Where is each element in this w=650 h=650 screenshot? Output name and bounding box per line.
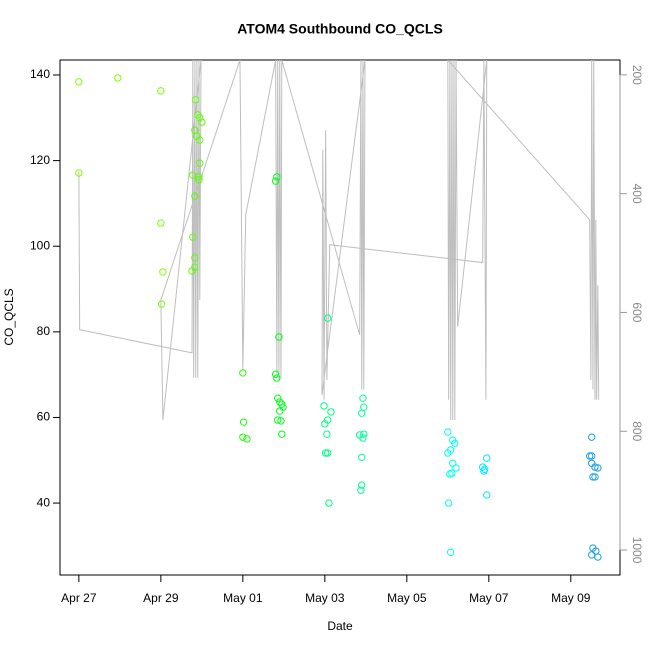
data-point — [324, 449, 332, 457]
data-point — [276, 407, 284, 415]
y-tick-label: 100 — [30, 238, 50, 252]
data-point — [478, 463, 487, 471]
data-point — [271, 177, 280, 185]
data-point — [196, 114, 204, 122]
data-point — [195, 173, 203, 181]
data-point — [195, 176, 203, 184]
data-point — [588, 551, 596, 559]
data-point — [191, 192, 199, 200]
data-point — [594, 553, 602, 561]
data-point — [483, 454, 491, 462]
data-point — [358, 453, 366, 461]
data-point — [588, 452, 596, 460]
data-point — [446, 548, 455, 557]
data-point — [325, 499, 333, 507]
y2-tick-label: 400 — [630, 184, 644, 204]
data-point — [327, 408, 335, 416]
data-point — [321, 420, 329, 428]
data-point — [239, 369, 247, 377]
pressure-trace — [78, 60, 600, 421]
data-point — [273, 394, 282, 402]
data-point — [271, 370, 280, 378]
y-tick-label: 80 — [37, 324, 51, 338]
data-point — [444, 428, 452, 436]
plot-area — [75, 60, 602, 561]
data-point — [75, 78, 83, 86]
data-point — [451, 439, 459, 447]
data-point — [157, 87, 165, 95]
data-point — [444, 499, 453, 507]
data-point — [449, 459, 457, 467]
data-point — [273, 374, 281, 382]
data-point — [191, 254, 199, 262]
data-point — [323, 430, 331, 438]
data-point — [157, 219, 165, 227]
data-point — [239, 433, 247, 441]
data-point — [588, 433, 596, 441]
data-point — [594, 464, 602, 472]
x-axis-label: Date — [327, 619, 353, 633]
chart-title: ATOM4 Southbound CO_QCLS — [237, 21, 443, 37]
data-point — [243, 435, 251, 443]
y2-tick-label: 1000 — [630, 537, 644, 564]
data-point — [591, 473, 599, 481]
y-tick-label: 60 — [37, 410, 51, 424]
plot-box — [59, 59, 621, 576]
data-point — [585, 452, 594, 460]
data-point — [448, 469, 456, 477]
data-point — [360, 403, 368, 411]
data-point — [359, 434, 367, 442]
data-point — [360, 430, 368, 438]
data-point — [276, 398, 284, 406]
data-point — [196, 159, 204, 167]
data-point — [480, 467, 488, 475]
data-point — [239, 418, 248, 426]
data-point — [275, 333, 283, 341]
data-point — [273, 173, 281, 181]
data-point — [159, 268, 167, 276]
data-point — [198, 118, 206, 126]
data-point — [452, 464, 460, 472]
x-tick-label: May 03 — [305, 591, 345, 605]
data-point — [483, 491, 491, 499]
data-point — [191, 263, 199, 271]
data-point — [589, 473, 597, 481]
y-tick-label: 140 — [30, 67, 50, 81]
data-point — [278, 430, 286, 438]
y-axis-label: CO_QCLS — [2, 288, 16, 345]
data-point — [157, 300, 166, 308]
x-tick-label: May 07 — [469, 591, 509, 605]
data-point — [321, 449, 330, 457]
x-tick-label: Apr 29 — [143, 591, 179, 605]
data-point — [114, 74, 122, 82]
data-point — [324, 314, 332, 322]
y-tick-label: 40 — [37, 495, 51, 509]
data-point — [273, 416, 282, 424]
x-tick-label: May 01 — [223, 591, 263, 605]
data-point — [359, 394, 367, 402]
data-point — [191, 96, 200, 104]
data-point — [357, 486, 365, 494]
y2-tick-label: 800 — [630, 421, 644, 441]
data-point — [189, 233, 197, 241]
y-tick-label: 120 — [30, 153, 50, 167]
data-point — [277, 417, 285, 425]
data-point — [444, 449, 452, 457]
data-point — [358, 481, 366, 489]
x-tick-label: May 09 — [551, 591, 591, 605]
data-point — [320, 402, 328, 410]
data-point — [358, 409, 366, 417]
data-point — [196, 136, 204, 144]
y2-tick-label: 600 — [630, 302, 644, 322]
y2-tick-label: 200 — [630, 65, 644, 85]
x-tick-label: Apr 27 — [61, 591, 97, 605]
x-tick-label: May 05 — [387, 591, 427, 605]
data-point — [591, 463, 599, 471]
data-point — [75, 169, 83, 177]
